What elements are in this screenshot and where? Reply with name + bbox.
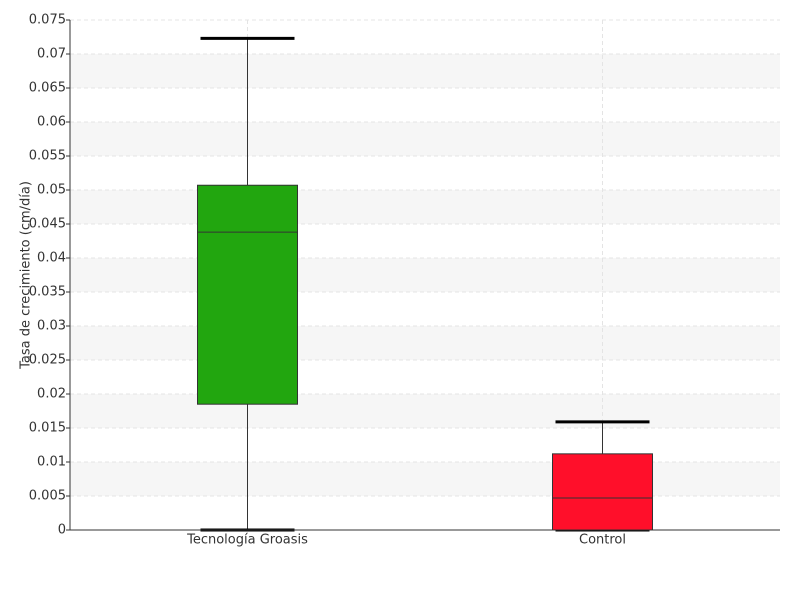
y-tick-label: 0.06 <box>37 115 66 130</box>
y-axis-label: Tasa de crecimiento (cm/día) <box>19 181 34 370</box>
grid-band <box>70 258 780 292</box>
y-tick-label: 0.005 <box>29 489 66 504</box>
y-tick-label: 0 <box>58 523 66 538</box>
y-tick-label: 0.02 <box>37 387 66 402</box>
x-tick-label: Tecnología Groasis <box>186 533 308 548</box>
grid-band <box>70 326 780 360</box>
y-tick-label: 0.025 <box>29 353 66 368</box>
y-tick-label: 0.015 <box>29 421 66 436</box>
y-tick-label: 0.07 <box>37 47 66 62</box>
box <box>197 184 298 405</box>
y-tick-label: 0.05 <box>37 183 66 198</box>
y-tick-label: 0.01 <box>37 455 66 470</box>
grid-band <box>70 122 780 156</box>
y-tick-label: 0.035 <box>29 285 66 300</box>
y-tick-label: 0.03 <box>37 319 66 334</box>
x-tick-label: Control <box>579 533 626 548</box>
y-tick-label: 0.055 <box>29 149 66 164</box>
grid-band <box>70 394 780 428</box>
y-tick-label: 0.065 <box>29 81 66 96</box>
y-tick-label: 0.075 <box>29 13 66 28</box>
box <box>552 453 653 531</box>
y-tick-label: 0.04 <box>37 251 66 266</box>
y-tick-label: 0.045 <box>29 217 66 232</box>
grid-band <box>70 54 780 88</box>
grid-band <box>70 462 780 496</box>
grid-band <box>70 190 780 224</box>
